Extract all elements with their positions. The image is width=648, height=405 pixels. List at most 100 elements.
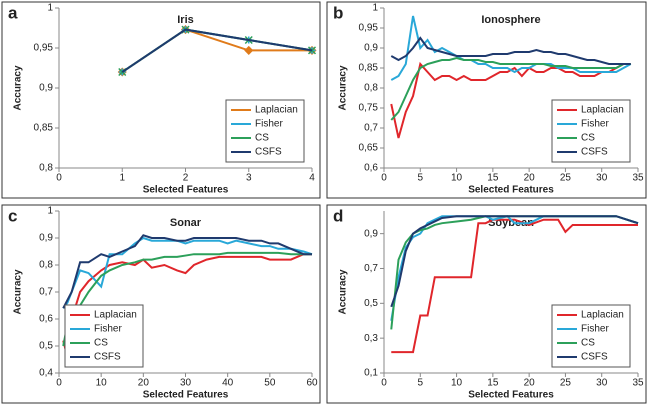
y-tick-label: 1 — [47, 3, 53, 14]
x-tick-label: 30 — [596, 378, 608, 389]
x-tick-label: 25 — [560, 173, 572, 184]
series-line — [62, 234, 312, 309]
x-axis-label: Selected Features — [468, 390, 554, 401]
y-tick-label: 0,5 — [39, 341, 53, 352]
series-line — [390, 15, 632, 81]
x-axis-label: Selected Features — [143, 390, 229, 401]
x-tick-label: 3 — [246, 173, 252, 184]
chart-title: Ionosphere — [481, 14, 540, 26]
x-tick-label: 20 — [524, 378, 536, 389]
x-tick-label: 1 — [119, 173, 125, 184]
legend-label: Laplacian — [581, 105, 624, 116]
legend: Laplacian Fisher CS CSFS — [551, 304, 631, 368]
series-line — [390, 56, 631, 121]
legend-label: CSFS — [581, 352, 608, 363]
y-tick-label: 0,1 — [364, 368, 378, 379]
panel-border — [1, 1, 321, 199]
panel: b Ionosphere Selected Features Accuracy 0,6 0… — [326, 1, 647, 199]
legend-label: Laplacian — [255, 105, 298, 116]
series-line — [62, 253, 312, 358]
y-tick-label: 1 — [47, 206, 53, 217]
x-tick-label: 10 — [451, 378, 463, 389]
legend-label: CS — [581, 133, 595, 144]
y-tick-label: 0,3 — [364, 333, 378, 344]
legend: Laplacian Fisher CS CSFS — [64, 304, 144, 368]
y-tick-label: 0,7 — [364, 263, 378, 274]
y-tick-label: 0,75 — [359, 103, 379, 114]
y-tick-label: 1 — [372, 3, 378, 14]
x-tick-label: 30 — [596, 173, 608, 184]
panel-label: a — [8, 3, 18, 22]
x-tick-label: 10 — [451, 173, 463, 184]
x-tick-label: 50 — [264, 378, 276, 389]
x-tick-label: 20 — [524, 173, 536, 184]
chart-title: Iris — [177, 14, 194, 26]
series-line — [121, 28, 313, 73]
y-tick-label: 0,7 — [39, 287, 53, 298]
x-tick-label: 0 — [56, 173, 62, 184]
y-tick-label: 0,6 — [364, 163, 378, 174]
chart-title: Sonar — [170, 217, 202, 229]
y-tick-label: 0,9 — [39, 83, 53, 94]
legend-label: CS — [581, 338, 595, 349]
x-tick-label: 35 — [632, 378, 644, 389]
legend: Laplacian Fisher CS CSFS — [225, 99, 305, 163]
y-tick-label: 0,85 — [34, 123, 54, 134]
legend-label: Fisher — [94, 324, 122, 335]
panel-border — [326, 1, 647, 199]
y-tick-label: 0,5 — [364, 298, 378, 309]
x-tick-label: 10 — [96, 378, 108, 389]
x-tick-label: 35 — [632, 173, 644, 184]
y-tick-label: 0,95 — [359, 23, 379, 34]
x-tick-label: 5 — [418, 378, 424, 389]
legend-label: CSFS — [255, 147, 282, 158]
x-tick-label: 60 — [306, 378, 318, 389]
x-tick-label: 25 — [560, 378, 572, 389]
y-tick-label: 0,9 — [364, 43, 378, 54]
y-tick-label: 0,95 — [34, 43, 54, 54]
y-tick-label: 0,65 — [359, 143, 379, 154]
marker — [244, 45, 254, 55]
y-axis-label: Accuracy — [13, 65, 24, 110]
y-tick-label: 0,4 — [39, 368, 53, 379]
panel-border — [1, 204, 321, 404]
panel-border — [326, 204, 647, 404]
y-axis-label: Accuracy — [338, 65, 349, 110]
y-tick-label: 0,9 — [39, 233, 53, 244]
x-axis-label: Selected Features — [468, 185, 554, 196]
legend-label: Laplacian — [581, 310, 624, 321]
x-tick-label: 0 — [381, 378, 387, 389]
legend-label: CS — [255, 133, 269, 144]
y-tick-label: 0,8 — [39, 260, 53, 271]
series-line — [390, 36, 631, 65]
y-axis-label: Accuracy — [13, 269, 24, 314]
series-line — [121, 28, 312, 73]
legend-label: CS — [94, 338, 108, 349]
series-line — [391, 218, 638, 354]
series-line — [62, 251, 312, 347]
panel: a Iris Selected Features Accuracy 0,8 0,85 0,9… — [1, 1, 321, 199]
x-tick-label: 30 — [180, 378, 192, 389]
legend-label: Fisher — [255, 119, 283, 130]
y-tick-label: 0,9 — [364, 228, 378, 239]
panel-label: b — [333, 3, 343, 22]
legend-label: Fisher — [581, 119, 609, 130]
legend-label: Laplacian — [94, 310, 137, 321]
legend-label: Fisher — [581, 324, 609, 335]
series-line — [390, 215, 639, 308]
panel: c Sonar Selected Features Accuracy 0,4 0,5 0,6… — [1, 204, 321, 404]
y-tick-label: 0,85 — [359, 63, 379, 74]
x-tick-label: 0 — [56, 378, 62, 389]
x-tick-label: 5 — [418, 173, 424, 184]
panel-label: d — [333, 206, 343, 225]
legend-label: CSFS — [581, 147, 608, 158]
x-tick-label: 2 — [183, 173, 189, 184]
panel-label: c — [8, 206, 17, 225]
y-tick-label: 0,8 — [39, 163, 53, 174]
y-tick-label: 0,7 — [364, 123, 378, 134]
y-tick-label: 0,6 — [39, 314, 53, 325]
x-tick-label: 4 — [309, 173, 315, 184]
x-tick-label: 15 — [487, 173, 499, 184]
